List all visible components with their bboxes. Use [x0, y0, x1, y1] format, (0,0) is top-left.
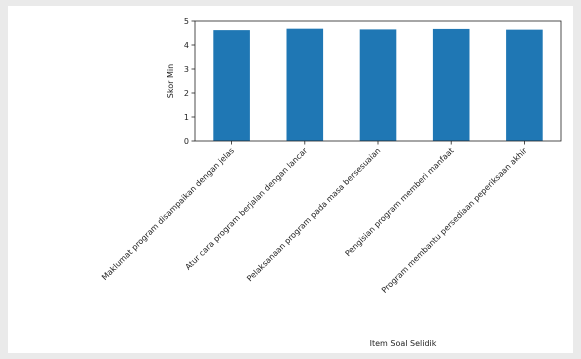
bar-4 — [432, 28, 470, 142]
x-axis-label: Item Soal Selidik — [370, 339, 437, 348]
figure-frame: 0 1 2 3 4 5 Maklumat program disampaikan deng… — [8, 6, 573, 353]
y-ticks-group: 0 1 2 3 4 5 — [184, 17, 195, 146]
x-tick-label: Maklumat program disampaikan dengan jela… — [100, 146, 236, 282]
x-tick-label: Atur cara program berjalan dengan lancar — [184, 146, 310, 272]
y-tick-label: 0 — [184, 137, 189, 146]
bar-5 — [506, 29, 543, 141]
bar-2 — [286, 28, 324, 141]
x-ticks-group: Maklumat program disampaikan dengan jela… — [100, 141, 529, 295]
bar-chart: 0 1 2 3 4 5 Maklumat program disampaikan deng… — [100, 17, 562, 348]
bar-1 — [213, 30, 250, 141]
y-tick-label: 2 — [184, 89, 189, 98]
y-tick-label: 4 — [184, 41, 189, 50]
y-tick-label: 3 — [184, 65, 189, 74]
x-tick-label: Program membantu persediaan peperiksaan … — [380, 146, 529, 295]
bar-3 — [359, 29, 397, 141]
axes-frame — [194, 20, 562, 142]
x-tick-label: Pelaksanaan program pada masa bersesuaia… — [245, 146, 382, 283]
bars-group — [213, 28, 543, 142]
y-axis-label: Skor Min — [166, 64, 175, 98]
y-tick-label: 1 — [184, 113, 189, 122]
y-tick-label: 5 — [184, 17, 189, 26]
